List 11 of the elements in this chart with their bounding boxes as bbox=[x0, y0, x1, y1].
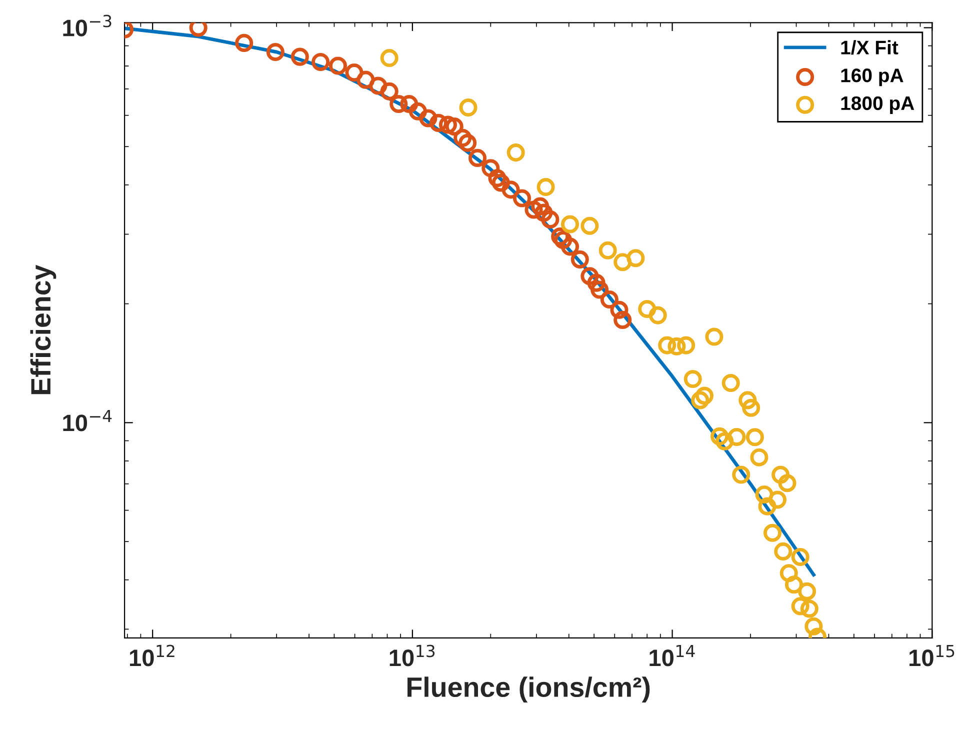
x-axis-title: Fluence (ions/cm²) bbox=[408, 676, 650, 703]
x-tick-label: 10$^{12}$ bbox=[130, 644, 174, 666]
legend-label: 1/X Fit bbox=[841, 40, 898, 55]
legend-label: 160 pA bbox=[841, 68, 904, 86]
x-tick-label: 10$^{15}$ bbox=[910, 644, 954, 666]
y-tick-label: 10$^{−4}$ bbox=[63, 410, 112, 432]
y-tick-label: 10$^{−3}$ bbox=[63, 14, 112, 36]
x-tick-label: 10$^{14}$ bbox=[650, 644, 695, 666]
y-axis-title: Efficiency bbox=[30, 264, 56, 394]
legend-label: 1800 pA bbox=[841, 96, 914, 114]
x-tick-label: 10$^{13}$ bbox=[390, 644, 435, 666]
